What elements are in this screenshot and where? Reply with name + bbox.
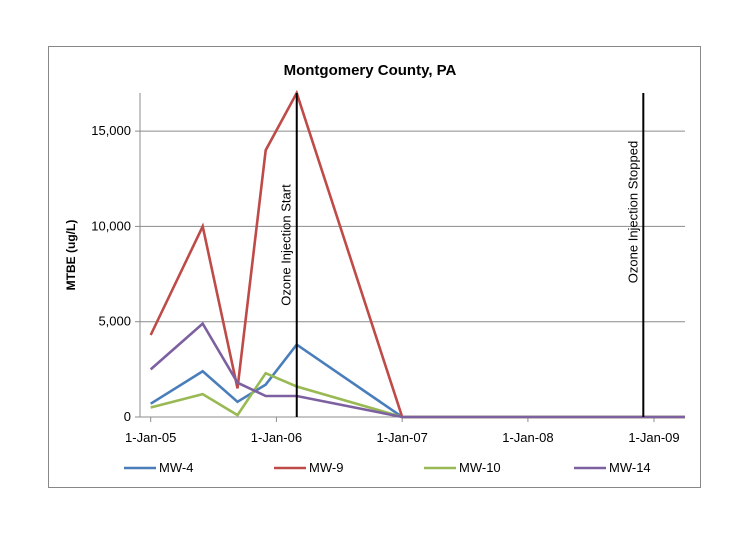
- x-tick-label: 1-Jan-05: [125, 430, 176, 445]
- y-tick-label: 10,000: [91, 218, 131, 233]
- legend-label: MW-4: [159, 460, 193, 475]
- annotation-label: Ozone Injection Stopped: [625, 141, 640, 283]
- chart-svg: Montgomery County, PA 0 5,000 10,000 15,000…: [64, 62, 685, 475]
- legend-label: MW-9: [309, 460, 343, 475]
- legend-label: MW-10: [459, 460, 501, 475]
- chart-frame: Montgomery County, PA 0 5,000 10,000 15,000…: [48, 46, 701, 488]
- x-tick-label: 1-Jan-08: [502, 430, 553, 445]
- legend-label: MW-14: [609, 460, 651, 475]
- y-tick-label: 0: [124, 409, 131, 424]
- y-axis-label: MTBE (ug/L): [64, 220, 78, 291]
- series-line-mw-14: [149, 321, 685, 419]
- annotation-label: Ozone Injection Start: [279, 184, 294, 306]
- chart-title: Montgomery County, PA: [284, 62, 457, 79]
- x-tick-label: 1-Jan-06: [251, 430, 302, 445]
- y-tick-label: 5,000: [98, 314, 131, 329]
- x-tick-label: 1-Jan-07: [377, 430, 428, 445]
- x-tick-label: 1-Jan-09: [628, 430, 679, 445]
- y-tick-label: 15,000: [91, 123, 131, 138]
- series-line-mw-9: [149, 89, 685, 419]
